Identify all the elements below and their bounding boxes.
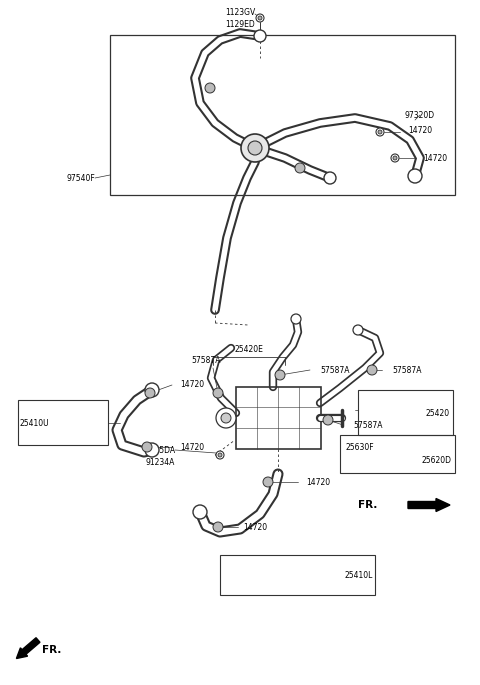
Text: 14720: 14720: [306, 477, 330, 486]
Circle shape: [258, 16, 262, 20]
Circle shape: [391, 154, 399, 162]
Bar: [340, 435, 455, 473]
Bar: [220, 555, 375, 595]
Text: 97540F: 97540F: [66, 173, 95, 182]
FancyArrow shape: [408, 499, 450, 512]
Circle shape: [216, 408, 236, 428]
Circle shape: [218, 453, 222, 457]
Text: 25410U: 25410U: [20, 419, 49, 427]
Circle shape: [142, 442, 152, 452]
Text: 14720: 14720: [180, 379, 204, 388]
Bar: [18, 400, 108, 445]
Text: 14720: 14720: [408, 125, 432, 134]
Circle shape: [145, 383, 159, 397]
Circle shape: [263, 477, 273, 487]
Circle shape: [213, 522, 223, 532]
Circle shape: [408, 169, 422, 183]
Circle shape: [275, 370, 285, 380]
Bar: [236, 387, 321, 449]
Text: 57587A: 57587A: [353, 421, 383, 429]
Circle shape: [193, 505, 207, 519]
Circle shape: [295, 163, 305, 173]
Circle shape: [378, 130, 382, 134]
Text: 25620D: 25620D: [422, 456, 452, 464]
Text: 91234A: 91234A: [145, 458, 175, 466]
Circle shape: [254, 30, 266, 42]
Circle shape: [248, 141, 262, 155]
Text: 14720: 14720: [423, 153, 447, 162]
Text: 57587A: 57587A: [320, 366, 350, 375]
Circle shape: [367, 365, 377, 375]
Text: FR.: FR.: [42, 645, 61, 655]
Bar: [358, 390, 453, 435]
Circle shape: [256, 14, 264, 22]
Circle shape: [323, 415, 333, 425]
Circle shape: [353, 325, 363, 335]
Circle shape: [291, 314, 301, 324]
Bar: [110, 35, 455, 195]
Circle shape: [241, 134, 269, 162]
Text: 25420: 25420: [426, 408, 450, 417]
Circle shape: [221, 413, 231, 423]
Circle shape: [376, 128, 384, 136]
Circle shape: [145, 443, 159, 457]
Text: 57587A: 57587A: [392, 366, 421, 375]
FancyArrow shape: [16, 638, 40, 658]
Text: 1129ED: 1129ED: [225, 19, 255, 29]
Text: 25410L: 25410L: [345, 571, 373, 580]
Text: 14720: 14720: [243, 523, 267, 532]
Circle shape: [205, 83, 215, 93]
Circle shape: [393, 156, 397, 160]
Text: 57587A: 57587A: [191, 356, 221, 364]
Circle shape: [324, 172, 336, 184]
Text: 14720: 14720: [180, 443, 204, 451]
Text: 1123GV: 1123GV: [225, 8, 255, 16]
Text: 1125DA: 1125DA: [145, 445, 175, 455]
Circle shape: [216, 451, 224, 459]
Text: FR.: FR.: [358, 500, 377, 510]
Circle shape: [145, 388, 155, 398]
Circle shape: [213, 388, 223, 398]
Text: 25420E: 25420E: [235, 345, 264, 353]
Text: 25630F: 25630F: [345, 443, 373, 451]
Text: 97320D: 97320D: [405, 110, 435, 119]
